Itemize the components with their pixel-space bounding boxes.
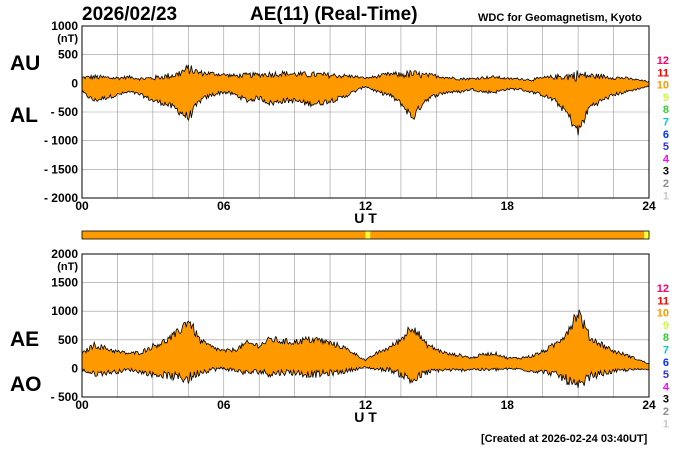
panel1-station-count-9: 9: [663, 92, 669, 104]
panel1-x-tick-label: 00: [75, 199, 89, 213]
panel2-x-tick-label: 18: [501, 398, 515, 412]
panel1-y-tick-label: - 500: [51, 105, 79, 119]
panel2-y-tick-label: 2000: [51, 247, 78, 261]
panel2-y-tick-label: 1500: [51, 276, 78, 290]
panel1-fill-area: [82, 64, 649, 136]
panel2-x-tick-label: 00: [75, 398, 89, 412]
panel1-station-count-8: 8: [663, 104, 669, 116]
panel2-x-tick-label: 06: [217, 398, 231, 412]
panel1-x-axis-label: U T: [354, 210, 377, 226]
ae-side-label: AE: [10, 328, 40, 351]
panel2-y-tick-label: 1000: [51, 304, 78, 318]
panel1-station-count-3: 3: [663, 166, 669, 178]
status-bar-segment: [370, 231, 645, 239]
panel2-station-count-6: 6: [663, 357, 669, 369]
panel1-station-count-11: 11: [657, 67, 669, 79]
panel1-units-label: (nT): [57, 33, 78, 45]
status-bar-segment: [365, 231, 371, 239]
panel2-station-count-8: 8: [663, 332, 669, 344]
panel2-y-tick-label: 500: [58, 333, 78, 347]
panel2-x-tick-label: 24: [642, 398, 656, 412]
panel1-y-tick-label: 0: [71, 76, 78, 90]
panel2-station-count-3: 3: [663, 394, 669, 406]
panel1-series-au: [81, 64, 650, 83]
panel2-units-label: (nT): [57, 261, 78, 273]
panel1-x-tick-label: 24: [642, 199, 656, 213]
panel1-x-tick-label: 18: [501, 199, 515, 213]
status-bar-frame: [81, 230, 650, 240]
ao-side-label: AO: [10, 373, 42, 396]
panel2-station-count-9: 9: [663, 320, 669, 332]
panel1-x-tick-label: 06: [217, 199, 231, 213]
panel1-station-count-10: 10: [657, 80, 669, 92]
panel2-station-count-4: 4: [663, 381, 670, 393]
panel2-y-tick-label: - 500: [51, 390, 79, 404]
status-bar-segment: [644, 231, 649, 239]
panel1-station-count-12: 12: [657, 55, 669, 67]
panel1-x-tick-label: 12: [359, 199, 373, 213]
panel1-station-count-6: 6: [663, 129, 669, 141]
index-title: AE(11) (Real-Time): [250, 4, 418, 25]
panel1-y-tick-label: - 1000: [44, 134, 78, 148]
panel2-station-count-5: 5: [663, 369, 669, 381]
panel2-series-ao: [81, 366, 650, 388]
panel2-frame: [81, 253, 650, 398]
created-timestamp: [Created at 2026-02-24 03:40UT]: [481, 433, 648, 445]
panel1-series-al: [81, 85, 650, 136]
al-side-label: AL: [10, 104, 38, 127]
panel1-station-count-1: 1: [663, 190, 669, 202]
panel2-x-axis-label: U T: [354, 409, 377, 425]
panel2-y-tick-label: 0: [71, 361, 78, 375]
panel2-station-count-11: 11: [657, 295, 669, 307]
panel1-y-tick-label: - 1500: [44, 162, 78, 176]
panel1-station-count-7: 7: [663, 117, 669, 129]
panel2-station-count-2: 2: [663, 406, 669, 418]
au-side-label: AU: [10, 52, 41, 75]
panel1-y-tick-label: 500: [58, 48, 78, 62]
panel2-station-count-12: 12: [657, 283, 669, 295]
panel1-frame: [81, 25, 650, 199]
status-bar-segment: [82, 231, 366, 239]
panel1-y-tick-label: 1000: [51, 19, 78, 33]
panel1-y-tick-label: - 2000: [44, 191, 78, 205]
panel1-station-count-2: 2: [663, 178, 669, 190]
panel2-station-count-1: 1: [663, 418, 669, 430]
panel2-station-count-10: 10: [657, 308, 669, 320]
panel1-station-count-5: 5: [663, 141, 669, 153]
institution-label: WDC for Geomagnetism, Kyoto: [478, 12, 642, 24]
panel2-series-ae: [81, 309, 650, 365]
date-title: 2026/02/23: [82, 4, 178, 25]
panel2-station-count-7: 7: [663, 345, 669, 357]
panel2-x-tick-label: 12: [359, 398, 373, 412]
panel1-station-count-4: 4: [663, 153, 670, 165]
panel2-fill-area: [82, 309, 649, 388]
